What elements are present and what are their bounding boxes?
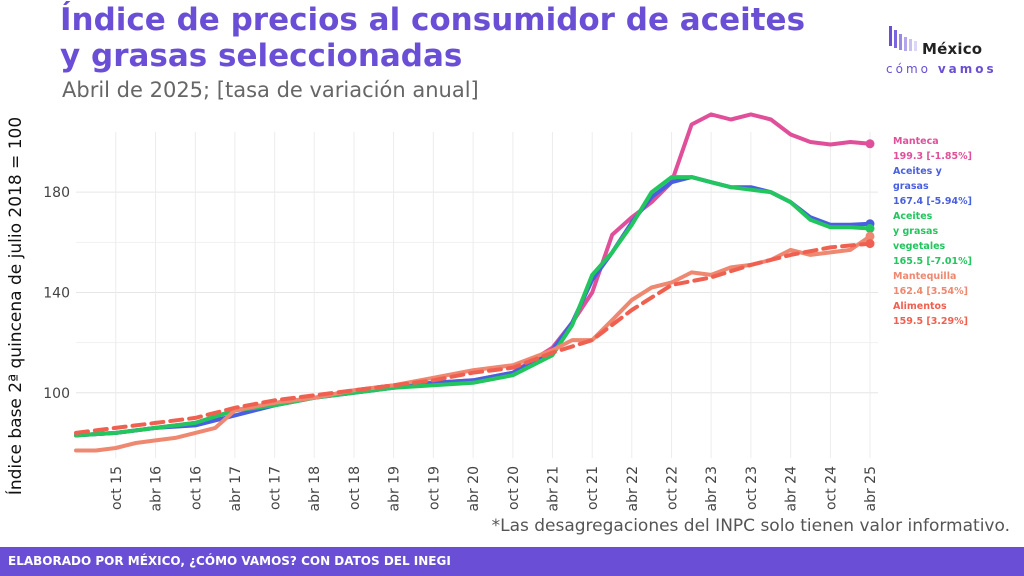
x-tick-label: abr 22 (625, 466, 641, 512)
x-tick-label: oct 18 (347, 466, 363, 510)
series-end-label: 165.5 [-7.01%] (893, 256, 972, 267)
series-end-label: Manteca (893, 136, 939, 147)
y-tick-label: 140 (43, 285, 70, 301)
series-endpoint-alimentos (865, 239, 875, 249)
x-tick-label: oct 23 (744, 466, 760, 510)
x-tick-label: abr 23 (704, 466, 720, 512)
x-tick-label: abr 17 (228, 466, 244, 512)
x-tick-label: abr 20 (466, 466, 482, 512)
x-tick-label: oct 22 (665, 466, 681, 510)
series-end-label: y grasas (893, 226, 938, 237)
chart-subtitle: Abril de 2025; [tasa de variación anual] (62, 78, 479, 102)
x-tick-label: oct 24 (823, 466, 839, 510)
y-tick-label: 100 (43, 386, 70, 402)
x-tick-label: oct 19 (426, 466, 442, 510)
logo-bars-icon (889, 26, 917, 51)
title-line-2: y grasas seleccionadas (60, 38, 463, 74)
x-tick-label: oct 20 (506, 466, 522, 510)
series-endpoint-mantequilla (865, 231, 875, 241)
x-tick-label: oct 21 (585, 466, 601, 510)
series-line-alimentos (74, 241, 872, 435)
x-tick-label: oct 17 (268, 466, 284, 510)
series-end-label: 159.5 [3.29%] (893, 316, 968, 327)
mexico-como-vamos-logo: México cómo vamos (886, 22, 1008, 82)
logo-word-mexico: México (922, 40, 983, 58)
x-tick-label: abr 18 (307, 466, 323, 512)
y-tick-label: 180 (43, 185, 70, 201)
series-endpoint-manteca (865, 139, 875, 149)
x-tick-label: abr 21 (545, 466, 561, 512)
series-endpoint-aceites-y-grasas-vegetales (865, 224, 875, 234)
series-end-label: Mantequilla (893, 271, 956, 282)
x-tick-label: oct 16 (188, 466, 204, 510)
x-tick-label: abr 24 (784, 466, 800, 512)
chart-title: Índice de precios al consumidor de aceit… (60, 2, 820, 74)
series-line-mantequilla (74, 234, 872, 453)
series-end-label: grasas (893, 181, 929, 192)
series-end-label: 199.3 [-1.85%] (893, 151, 972, 162)
series-end-label: 162.4 [3.54%] (893, 286, 968, 297)
x-tick-label: oct 15 (109, 466, 125, 510)
x-tick-label: abr 16 (149, 466, 165, 512)
x-tick-label: abr 25 (863, 466, 879, 512)
series-end-label: vegetales (893, 241, 946, 252)
footer-bar: ELABORADO POR MÉXICO, ¿CÓMO VAMOS? CON D… (0, 547, 1024, 576)
series-end-label: 167.4 [-5.94%] (893, 196, 972, 207)
series-end-label: Alimentos (893, 301, 947, 312)
series-end-label: Aceites y (893, 166, 943, 177)
x-tick-label: abr 19 (387, 466, 403, 512)
footer-credit: ELABORADO POR MÉXICO, ¿CÓMO VAMOS? CON D… (8, 554, 451, 568)
title-line-1: Índice de precios al consumidor de aceit… (60, 2, 806, 38)
footnote: *Las desagregaciones del INPC solo tiene… (491, 516, 1010, 536)
logo-word-como-vamos: cómo vamos (886, 62, 997, 76)
logo-word-como: cómo (886, 62, 931, 76)
logo-word-vamos: vamos (937, 62, 997, 76)
series-end-label: Aceites (893, 211, 933, 222)
